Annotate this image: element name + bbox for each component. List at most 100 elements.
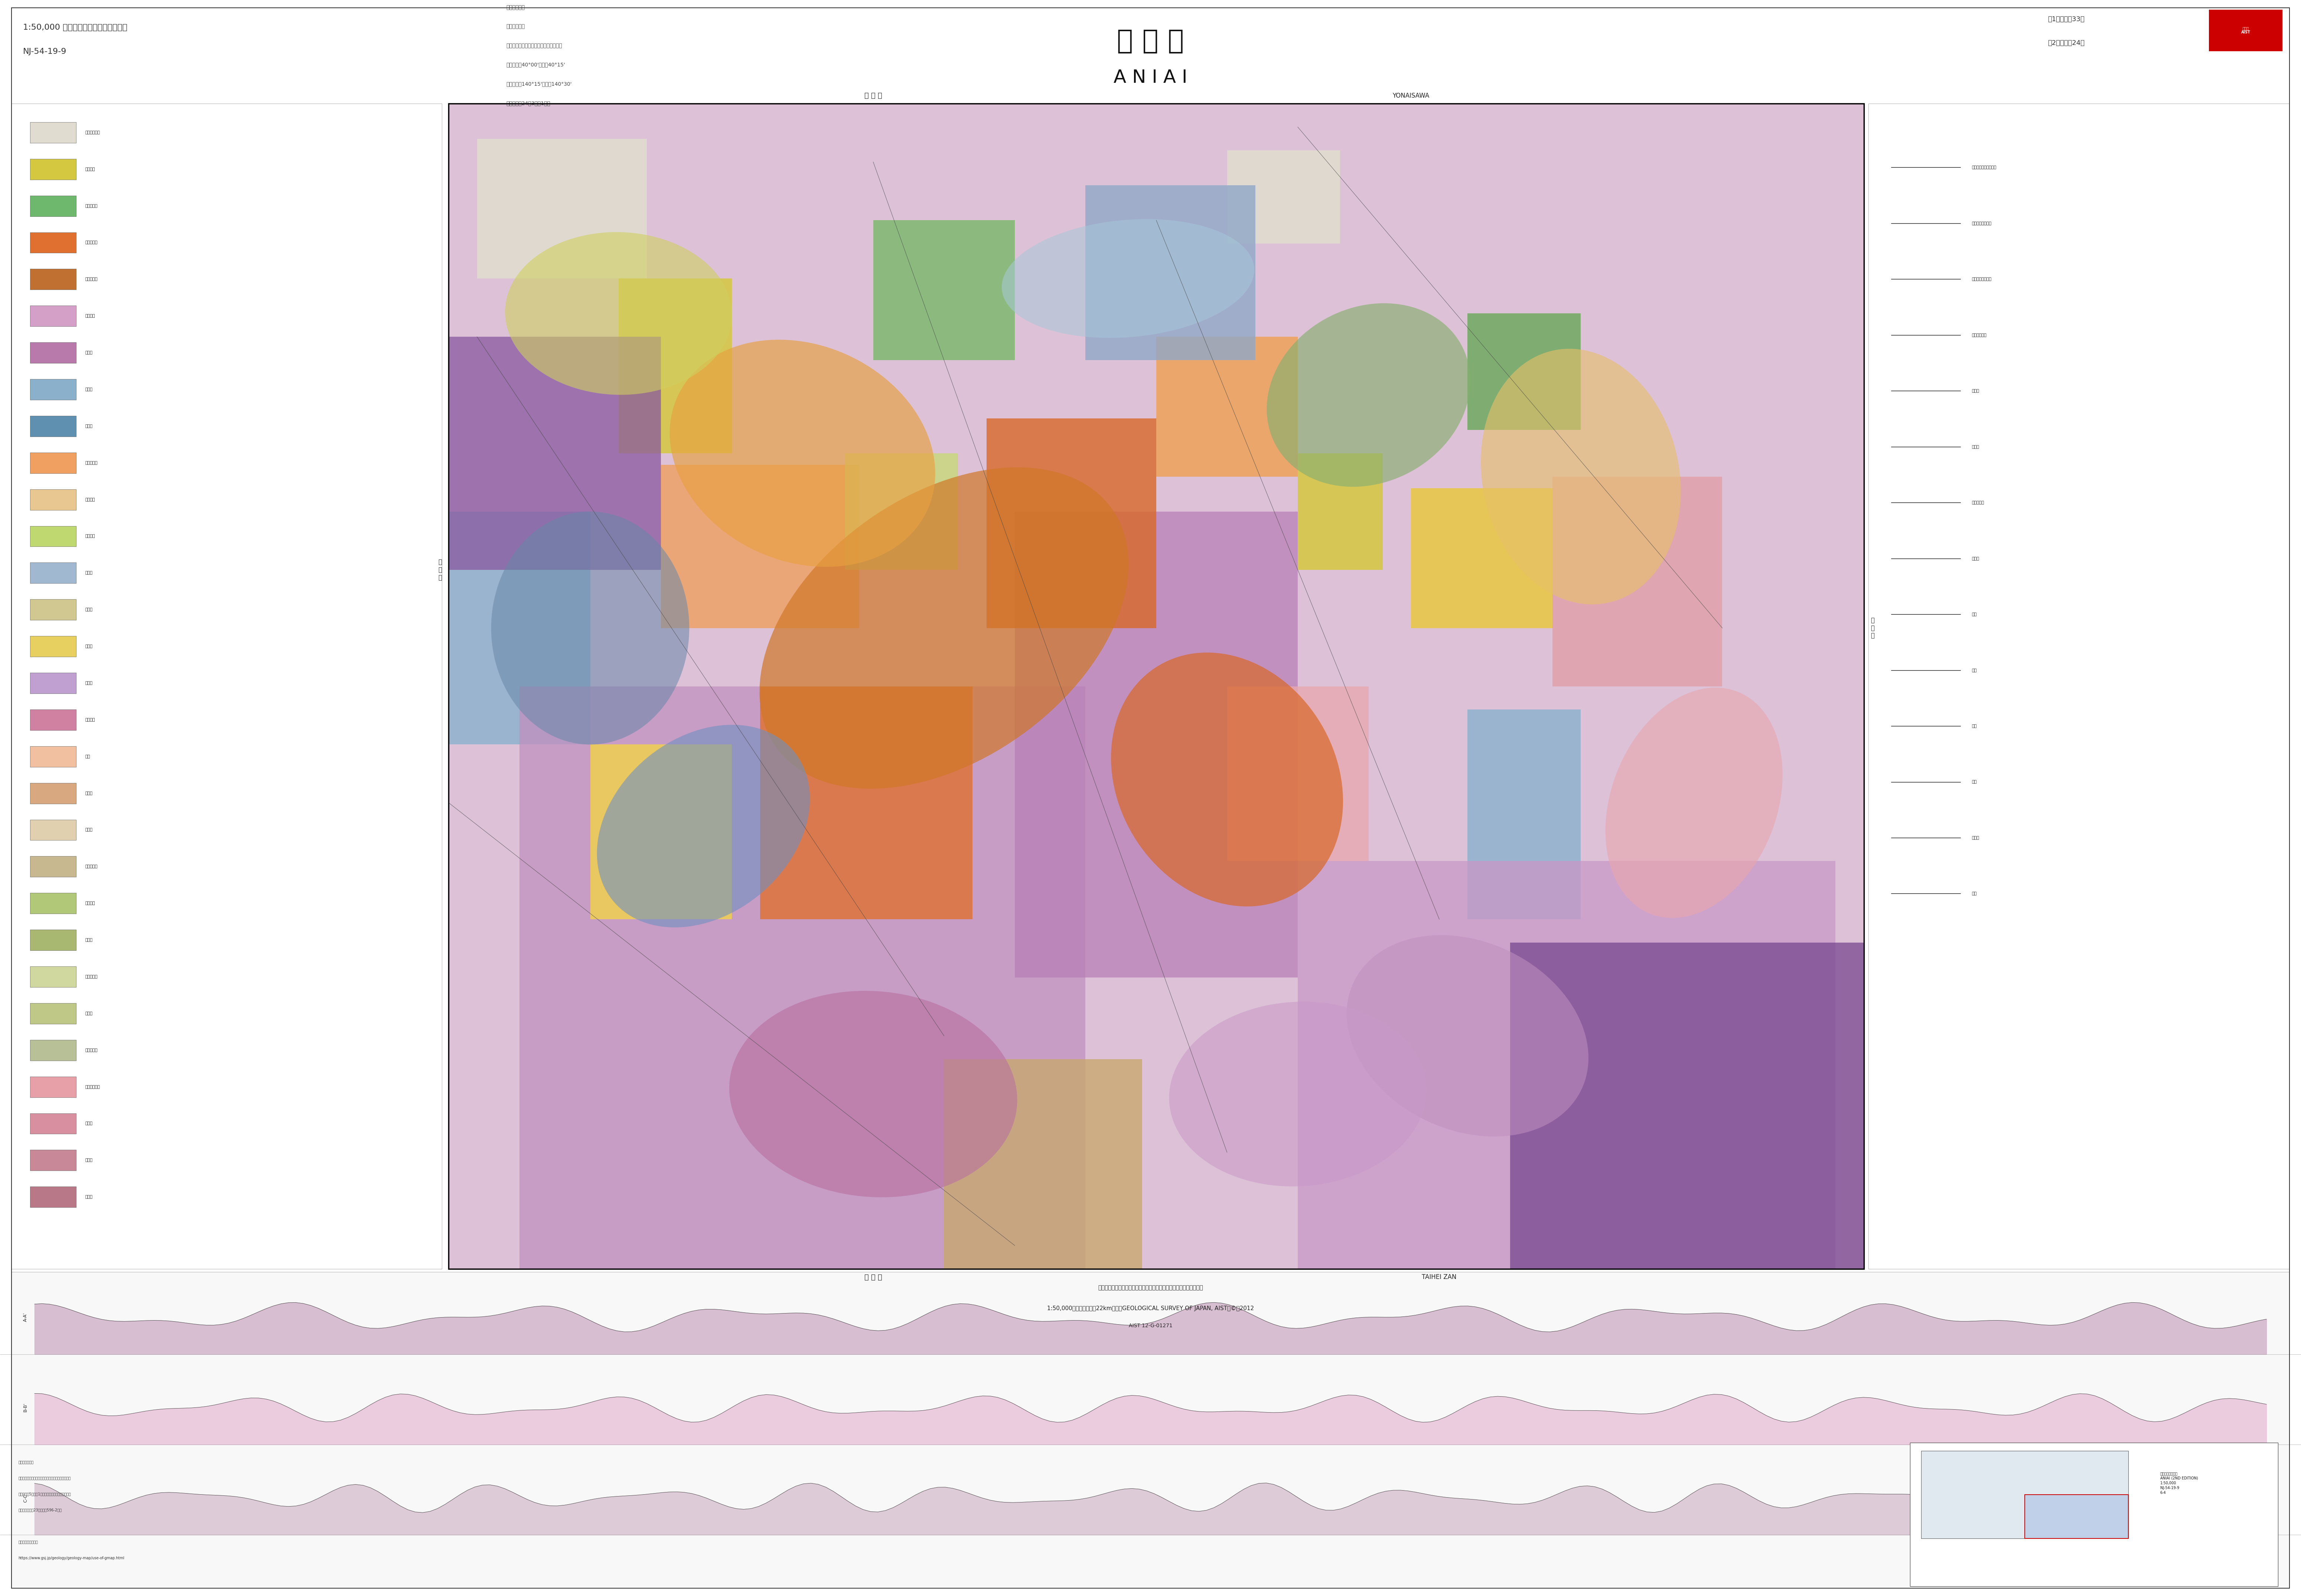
Text: 第2版　平成24年: 第2版 平成24年: [2048, 40, 2085, 46]
Text: 付記：地質境界: 付記：地質境界: [18, 1460, 35, 1464]
Bar: [30, 488, 76, 509]
Ellipse shape: [1169, 1002, 1427, 1186]
Bar: [30, 378, 76, 401]
Bar: [619, 278, 732, 453]
Ellipse shape: [1001, 219, 1254, 338]
Bar: [520, 686, 1086, 1269]
Text: 火砕流堆積物: 火砕流堆積物: [85, 1085, 99, 1088]
Bar: [30, 1041, 76, 1060]
Bar: [1910, 1443, 2278, 1586]
Text: B-B': B-B': [23, 1403, 28, 1412]
Bar: [30, 231, 76, 252]
Text: 女川層: 女川層: [85, 388, 92, 391]
Bar: [1086, 185, 1256, 361]
Text: 阿仁合（第２版）
ANIAI (2ND EDITION)
1:50,000
NJ-54-19-9
6-4: 阿仁合（第２版） ANIAI (2ND EDITION) 1:50,000 NJ…: [2161, 1472, 2197, 1495]
Text: 経度：東経140°15'〜東経140°30': 経度：東経140°15'〜東経140°30': [506, 81, 573, 86]
Text: 逆断層: 逆断層: [1972, 389, 1979, 393]
Text: 走向・傾斜: 走向・傾斜: [1972, 501, 1983, 504]
Ellipse shape: [1268, 303, 1470, 487]
Bar: [2209, 10, 2283, 51]
Bar: [476, 139, 647, 278]
Text: 砂岩層: 砂岩層: [85, 571, 92, 575]
Bar: [1921, 1451, 2128, 1539]
Text: 断層（推定）: 断層（推定）: [1972, 334, 1986, 337]
Text: 発行：平成24年3月（1刷）: 発行：平成24年3月（1刷）: [506, 101, 550, 105]
Bar: [449, 337, 660, 570]
Text: この地図の測量・作製は国土地理院長の承認を得て、: この地図の測量・作製は国土地理院長の承認を得て、: [18, 1476, 71, 1479]
Text: 地域：秋田県・岩手県・青森県・山形県: 地域：秋田県・岩手県・青森県・山形県: [506, 43, 561, 48]
Text: 比
立
内: 比 立 内: [437, 559, 442, 581]
Text: AIST 12-G-01271: AIST 12-G-01271: [1127, 1323, 1174, 1328]
Text: 凝灰岩: 凝灰岩: [85, 645, 92, 648]
Text: A N I A I: A N I A I: [1114, 69, 1187, 86]
Ellipse shape: [670, 340, 934, 567]
Text: 地名: 地名: [1972, 892, 1977, 895]
Ellipse shape: [490, 511, 690, 744]
Text: 湿地堆積物: 湿地堆積物: [85, 975, 97, 978]
Bar: [30, 598, 76, 619]
Bar: [1226, 686, 1369, 862]
Text: 産総研
AIST: 産総研 AIST: [2241, 26, 2250, 35]
Text: 掲載データ利用条件: 掲載データ利用条件: [18, 1540, 39, 1543]
Text: デイサイト: デイサイト: [85, 204, 97, 207]
Text: 発行者：独立行政法人　産業技術総合研究所　地質調査総合センター: 発行者：独立行政法人 産業技術総合研究所 地質調査総合センター: [1098, 1285, 1203, 1290]
Text: 沖積世堆積物: 沖積世堆積物: [85, 131, 99, 134]
Bar: [30, 1114, 76, 1133]
Bar: [589, 744, 732, 919]
Text: チャート: チャート: [85, 718, 94, 721]
Bar: [660, 464, 858, 629]
Text: 採石場: 採石場: [1972, 836, 1979, 839]
Ellipse shape: [1111, 653, 1344, 907]
Bar: [30, 1187, 76, 1208]
Text: 崖錐堆積物: 崖錐堆積物: [85, 865, 97, 868]
Text: 扇状地: 扇状地: [85, 938, 92, 942]
Bar: [1553, 477, 1723, 686]
Ellipse shape: [504, 231, 732, 394]
Text: 地質境界（推定）: 地質境界（推定）: [1972, 222, 1993, 225]
Text: 和戸火砕岩: 和戸火砕岩: [85, 241, 97, 244]
Bar: [1298, 860, 1836, 1269]
Text: 節理: 節理: [1972, 613, 1977, 616]
Text: A-A': A-A': [23, 1312, 28, 1321]
Bar: [30, 745, 76, 766]
Text: 緑色岩類: 緑色岩類: [85, 535, 94, 538]
Bar: [30, 966, 76, 986]
Text: 人工改変地: 人工改変地: [85, 1049, 97, 1052]
Bar: [1411, 488, 1553, 629]
Bar: [30, 305, 76, 326]
Text: 1:50,000 地質図幅　阿仁合（第２版）: 1:50,000 地質図幅 阿仁合（第２版）: [23, 24, 127, 32]
Text: （承認番号　平23情使、第596-2号）: （承認番号 平23情使、第596-2号）: [18, 1508, 62, 1511]
Text: 砂礫層: 砂礫層: [85, 792, 92, 795]
Ellipse shape: [1606, 688, 1783, 918]
Bar: [30, 452, 76, 472]
Text: 図名：阿仁合: 図名：阿仁合: [506, 24, 525, 29]
Ellipse shape: [729, 991, 1017, 1197]
Bar: [30, 195, 76, 215]
Text: 温泉: 温泉: [1972, 725, 1977, 728]
Bar: [1868, 104, 2289, 1269]
Bar: [12, 1272, 2289, 1588]
Bar: [1509, 943, 1864, 1269]
Text: 緯度：北緯40°00'〜北緯40°15': 緯度：北緯40°00'〜北緯40°15': [506, 62, 566, 67]
Bar: [1155, 337, 1298, 477]
Bar: [2025, 1494, 2128, 1539]
Text: 貫入岩: 貫入岩: [85, 1159, 92, 1162]
Bar: [1468, 710, 1581, 919]
Text: 白沢安山岩: 白沢安山岩: [85, 278, 97, 281]
Text: 河岸段丘: 河岸段丘: [85, 902, 94, 905]
Bar: [30, 672, 76, 693]
Text: 男鹿火山岩: 男鹿火山岩: [85, 461, 97, 464]
Text: 種類：地質図: 種類：地質図: [506, 5, 525, 10]
Bar: [987, 418, 1155, 629]
Text: 崩積土: 崩積土: [85, 1012, 92, 1015]
Bar: [30, 1004, 76, 1025]
Text: C-C': C-C': [23, 1492, 28, 1502]
Bar: [30, 268, 76, 290]
Bar: [449, 511, 589, 744]
Text: 鉱山: 鉱山: [1972, 780, 1977, 784]
Bar: [30, 635, 76, 658]
Bar: [30, 525, 76, 546]
Text: 花岡岩類: 花岡岩類: [85, 498, 94, 501]
Text: 泥岩層: 泥岩層: [85, 608, 92, 611]
Bar: [12, 104, 442, 1269]
